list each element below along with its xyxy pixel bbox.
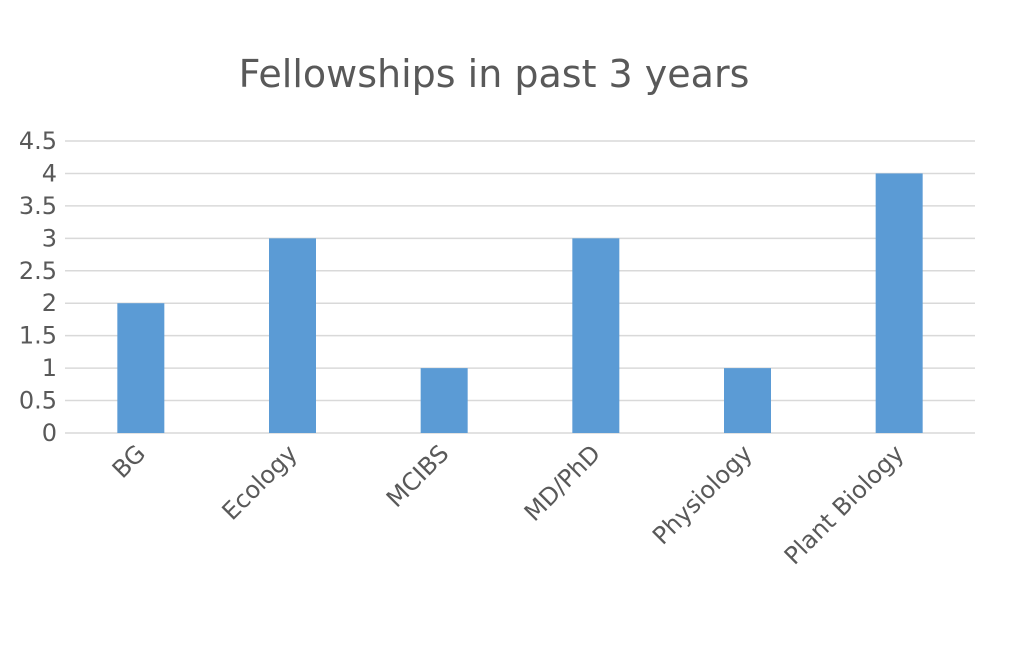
x-tick-label: Plant Biology <box>779 439 910 570</box>
x-axis-labels: BG Ecology MCIBS MD/PhD Physiology Plant Biol… <box>107 439 910 570</box>
x-tick-label: BG <box>107 439 151 483</box>
y-tick-label: 2 <box>42 289 57 317</box>
y-tick-label: 4.5 <box>19 127 57 155</box>
y-tick-label: 3 <box>42 224 57 252</box>
bar-mcibs <box>420 368 468 433</box>
bar-bg <box>117 303 165 433</box>
x-tick-label: MCIBS <box>381 439 454 512</box>
chart-title: Fellowships in past 3 years <box>238 52 750 96</box>
gridlines <box>65 140 975 434</box>
bar-physiology <box>724 368 771 433</box>
y-tick-label: 4 <box>42 159 57 187</box>
y-tick-label: 3.5 <box>19 192 57 220</box>
x-tick-label: Ecology <box>217 439 303 525</box>
bar-md-phd <box>572 238 620 433</box>
bars <box>117 173 923 433</box>
y-tick-label: 1.5 <box>19 322 57 350</box>
y-axis-ticks: 0 0.5 1 1.5 2 2.5 3 3.5 4 4.5 <box>19 127 57 447</box>
x-tick-label: MD/PhD <box>519 439 606 526</box>
bar-plant-biology <box>875 173 923 433</box>
y-tick-label: 1 <box>42 354 57 382</box>
y-tick-label: 2.5 <box>19 257 57 285</box>
y-tick-label: 0.5 <box>19 387 57 415</box>
x-tick-label: Physiology <box>647 439 758 550</box>
bar-ecology <box>269 238 316 433</box>
y-tick-label: 0 <box>42 419 57 447</box>
